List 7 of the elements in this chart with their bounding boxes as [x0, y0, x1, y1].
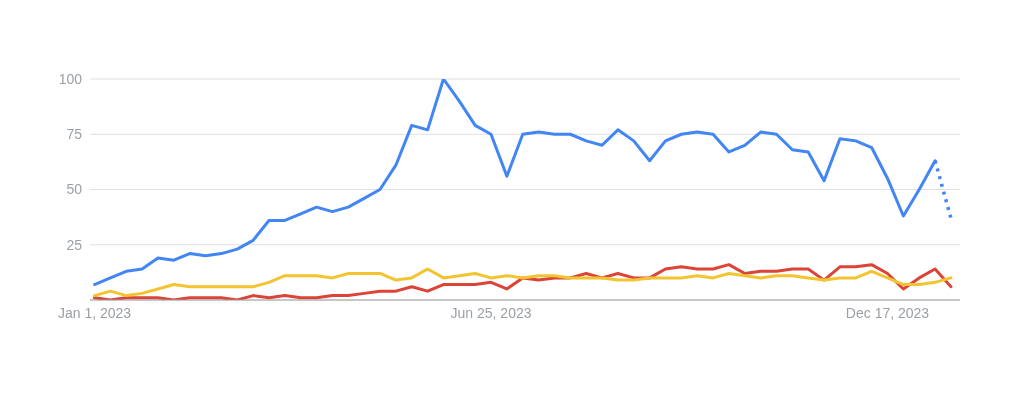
- y-tick-label: 50: [66, 181, 83, 198]
- x-tick-label: Jun 25, 2023: [450, 304, 532, 321]
- y-tick-label: 100: [58, 70, 83, 87]
- y-tick-label: 25: [66, 236, 83, 253]
- y-tick-label: 75: [66, 126, 83, 143]
- x-tick-label: Jan 1, 2023: [57, 304, 132, 321]
- x-tick-label: Dec 17, 2023: [845, 304, 930, 321]
